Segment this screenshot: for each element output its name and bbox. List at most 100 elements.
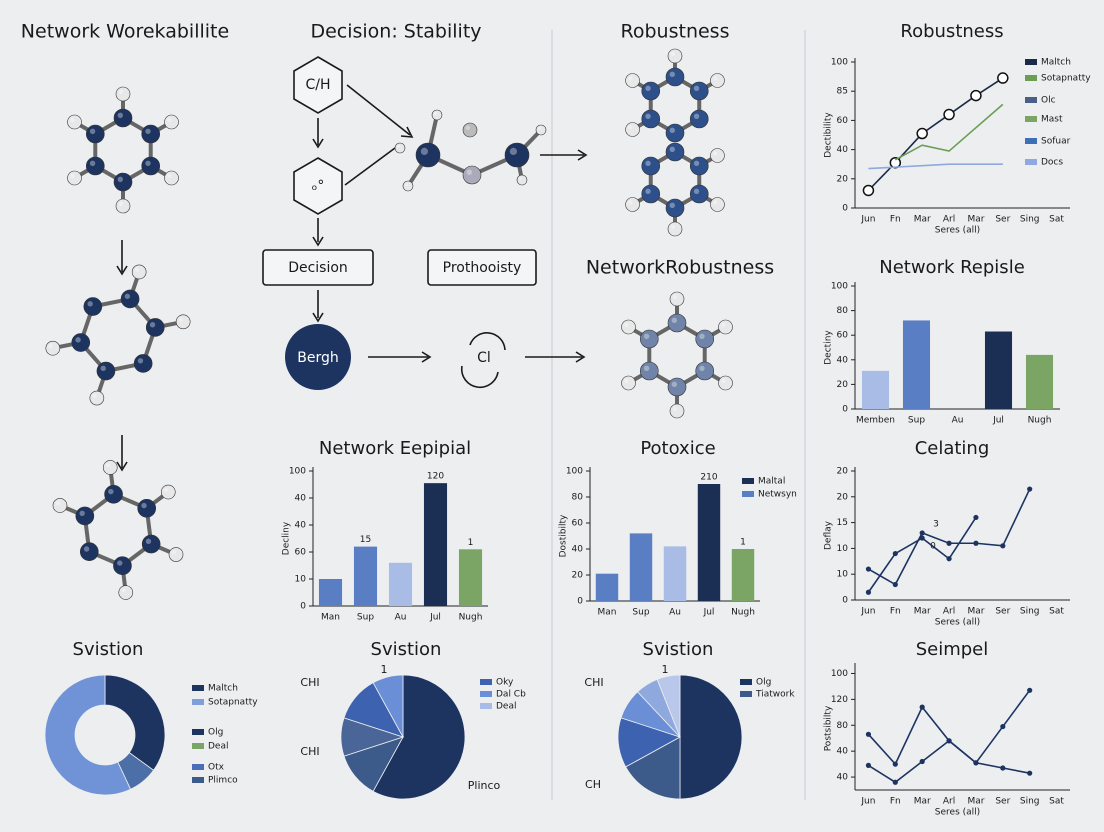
bar xyxy=(595,573,619,601)
legend-label: Oky xyxy=(496,678,514,688)
y-tick-label: 10 xyxy=(837,570,849,580)
atom xyxy=(118,585,134,600)
y-tick-label: 10 xyxy=(837,544,849,554)
bar-label: 210 xyxy=(700,473,717,483)
atom-shine xyxy=(87,301,93,307)
atom xyxy=(115,198,131,214)
legend-swatch xyxy=(192,777,204,783)
atom-shine xyxy=(405,183,408,186)
bar xyxy=(663,546,687,601)
atom xyxy=(113,556,132,576)
x-tick-label: Jun xyxy=(860,607,875,617)
atom xyxy=(85,124,105,144)
atom xyxy=(718,319,733,335)
y-tick-label: 80 xyxy=(572,493,584,503)
atom-shine xyxy=(645,113,651,120)
x-tick-label: Jun xyxy=(860,797,875,807)
atom-shine xyxy=(134,267,140,272)
atom xyxy=(462,165,482,185)
atom xyxy=(415,142,441,168)
atom-shine xyxy=(669,127,675,133)
y-tick-label: 100 xyxy=(831,669,848,679)
atom-shine xyxy=(55,501,60,506)
line xyxy=(867,689,1031,766)
annotation: 0 xyxy=(930,542,936,552)
x-tick-label: Ser xyxy=(995,607,1010,617)
marker xyxy=(865,762,872,769)
atom xyxy=(641,184,661,204)
atom-shine xyxy=(83,546,90,552)
marker xyxy=(997,72,1009,84)
marker xyxy=(946,738,952,744)
atom xyxy=(504,142,530,168)
y-tick-label: 60 xyxy=(837,331,849,341)
atom xyxy=(96,361,116,381)
y-tick-label: 100 xyxy=(831,282,848,292)
y-tick-label: 40 xyxy=(837,145,849,155)
atom-shine xyxy=(466,169,472,175)
y-tick-label: 85 xyxy=(837,87,848,97)
y-tick-label: 20 xyxy=(837,492,849,502)
slice-label: CHI xyxy=(300,676,319,689)
atom xyxy=(113,172,133,192)
slice-label: CHI xyxy=(584,676,603,689)
marker xyxy=(946,556,952,562)
legend-label: Dal Cb xyxy=(496,690,526,700)
atom xyxy=(667,377,687,397)
slice-label: 1 xyxy=(381,663,388,676)
atom xyxy=(667,221,683,237)
legend-label: Olc xyxy=(1041,96,1056,106)
legend-swatch xyxy=(192,764,204,770)
atom-shine xyxy=(671,317,677,323)
atom-shine xyxy=(167,117,172,122)
legend-label: Olg xyxy=(756,678,771,688)
atom xyxy=(75,506,95,526)
atom-shine xyxy=(509,147,517,155)
atom-shine xyxy=(721,322,726,327)
legend-swatch xyxy=(480,679,492,685)
x-tick-label: Memben xyxy=(856,416,895,426)
bar xyxy=(318,579,343,606)
atom xyxy=(625,73,640,88)
atom xyxy=(641,109,661,129)
atom-shine xyxy=(89,128,96,134)
marker xyxy=(892,761,898,767)
legend-label: Maltch xyxy=(208,684,238,694)
atom-shine xyxy=(672,294,678,299)
atom xyxy=(102,460,118,475)
atom xyxy=(141,156,161,176)
node-label: Decision xyxy=(288,260,348,276)
marker xyxy=(973,540,979,546)
x-axis-label: Seres (all) xyxy=(935,618,980,628)
legend-label: Deal xyxy=(208,742,228,752)
atom-shine xyxy=(669,202,675,208)
pie-slice xyxy=(679,674,743,800)
x-tick-label: Jul xyxy=(703,608,715,618)
atom-shine xyxy=(434,112,437,115)
atom xyxy=(120,289,140,309)
y-tick-label: 80 xyxy=(837,721,849,731)
y-tick-label: 40 xyxy=(572,545,584,555)
atom-shine xyxy=(108,488,114,495)
x-axis-label: Seres (all) xyxy=(935,808,980,818)
y-tick-label: 100 xyxy=(566,467,583,477)
atom-shine xyxy=(645,188,651,194)
y-tick-label: 100 xyxy=(831,58,848,68)
line xyxy=(867,77,1004,192)
node-circle xyxy=(285,324,351,390)
atom-shine xyxy=(79,510,85,516)
legend-label: Sotapnatty xyxy=(208,698,258,708)
y-tick-label: 40 xyxy=(837,747,849,757)
y-tick-label: 0 xyxy=(842,204,848,214)
legend-swatch xyxy=(1025,138,1037,144)
x-tick-label: Sing xyxy=(1020,215,1040,225)
atom xyxy=(113,108,133,128)
x-tick-label: Mar xyxy=(967,215,984,225)
atom-shine xyxy=(693,188,700,194)
bar xyxy=(629,533,653,601)
atom-shine xyxy=(117,560,123,566)
atom xyxy=(621,319,636,335)
atom xyxy=(133,354,153,373)
legend-swatch xyxy=(192,743,204,749)
legend-swatch xyxy=(1025,75,1037,81)
